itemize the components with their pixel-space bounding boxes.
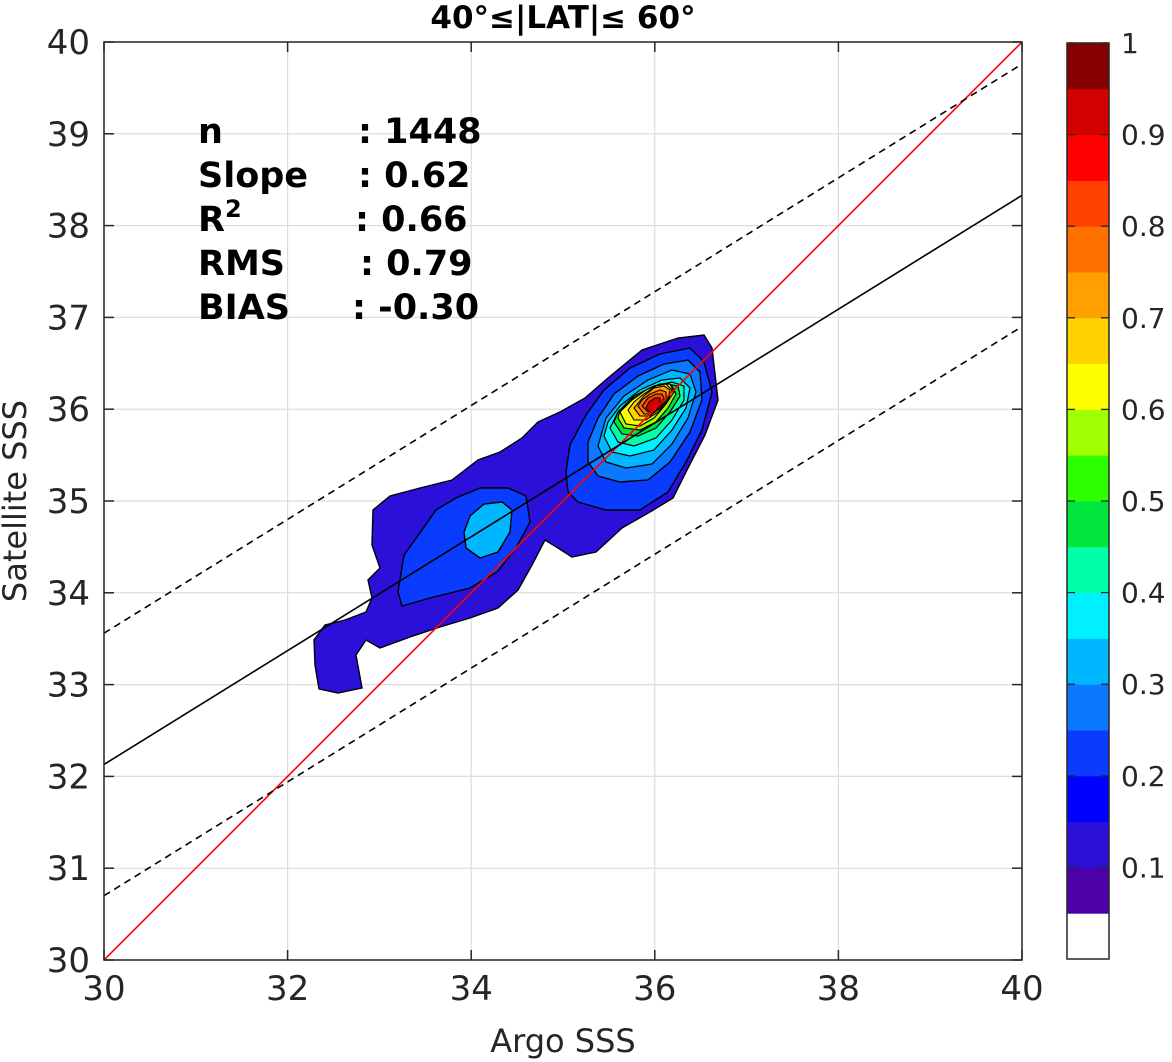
stat-value: : 0.79 <box>360 244 473 284</box>
colorbar-tick-label: 0.2 <box>1121 760 1166 793</box>
y-tick-label: 33 <box>47 666 90 706</box>
colorbar-segment <box>1067 775 1109 823</box>
colorbar-segment <box>1067 821 1109 868</box>
stat-key: n <box>198 112 223 152</box>
stat-value: : -0.30 <box>352 288 479 328</box>
colorbar-segment <box>1067 867 1109 914</box>
colorbar-tick-label: 0.4 <box>1121 577 1166 610</box>
y-tick-label: 30 <box>47 941 90 981</box>
colorbar-segment <box>1067 455 1109 502</box>
colorbar-segment <box>1067 638 1109 685</box>
colorbar-segment <box>1067 43 1109 90</box>
regression-upper-line <box>104 63 1022 634</box>
y-axis-label: Satellite SSS <box>0 400 34 602</box>
y-tick-label: 31 <box>47 849 90 889</box>
colorbar-segment <box>1067 272 1109 319</box>
y-tick-label: 40 <box>47 23 90 63</box>
y-tick-label: 32 <box>47 757 90 797</box>
stat-key-superscript: 2 <box>225 195 242 223</box>
x-tick-label: 34 <box>450 969 493 1009</box>
colorbar-tick-label: 0.5 <box>1121 485 1166 518</box>
chart-title: 40°≤|LAT|≤ 60° <box>430 0 695 36</box>
y-tick-label: 34 <box>47 574 90 614</box>
colorbar-tick-label: 1 <box>1121 27 1139 60</box>
colorbar-segment <box>1067 134 1109 181</box>
y-tick-label: 35 <box>47 482 90 522</box>
stat-value: : 1448 <box>358 112 482 152</box>
x-tick-label: 32 <box>266 969 309 1009</box>
one-to-one-line <box>104 42 1022 960</box>
x-tick-label: 38 <box>817 969 860 1009</box>
colorbar-segment <box>1067 88 1109 136</box>
stat-key: Slope <box>198 156 308 196</box>
colorbar-segment <box>1067 501 1109 548</box>
colorbar-tick-label: 0.9 <box>1121 119 1166 152</box>
colorbar-segment <box>1067 317 1109 365</box>
colorbar-tick-label: 0.8 <box>1121 210 1166 243</box>
colorbar-segment <box>1067 546 1109 594</box>
colorbar-segment <box>1067 363 1109 410</box>
x-tick-label: 30 <box>82 969 125 1009</box>
regression-line <box>104 194 1022 766</box>
y-tick-label: 39 <box>47 115 90 155</box>
y-tick-label: 37 <box>47 298 90 338</box>
colorbar-segment <box>1067 730 1109 777</box>
stat-key: BIAS <box>198 288 290 328</box>
x-tick-label: 36 <box>633 969 676 1009</box>
colorbar: 0.1 0.2 0.3 0.4 0.5 0.6 0.7 0.8 0.9 1 <box>1066 27 1166 960</box>
contour-level-3 <box>463 501 513 559</box>
axis-ticks: 30 32 34 36 38 40 30 31 32 33 34 35 36 37 38 39 40 <box>47 23 1044 1009</box>
y-tick-label: 36 <box>47 390 90 430</box>
colorbar-segment <box>1067 592 1109 639</box>
regression-lower-line <box>104 325 1022 897</box>
colorbar-segment <box>1067 684 1109 731</box>
x-tick-label: 40 <box>1000 969 1043 1009</box>
grid-lines <box>103 41 1023 961</box>
stat-value: : 0.66 <box>355 200 468 240</box>
fit-lines <box>104 42 1022 960</box>
y-tick-label: 38 <box>47 207 90 247</box>
colorbar-segment <box>1067 409 1109 456</box>
colorbar-segment <box>1067 913 1109 960</box>
stat-value: : 0.62 <box>358 156 471 196</box>
x-axis-label: Argo SSS <box>490 1022 635 1060</box>
colorbar-segment <box>1067 180 1109 227</box>
colorbar-tick-label: 0.3 <box>1121 668 1166 701</box>
colorbar-tick-label: 0.7 <box>1121 302 1166 335</box>
colorbar-tick-label: 0.1 <box>1121 851 1166 884</box>
colorbar-segment <box>1067 226 1109 273</box>
colorbar-tick-label: 0.6 <box>1121 393 1166 426</box>
stat-key: RMS <box>198 244 285 284</box>
